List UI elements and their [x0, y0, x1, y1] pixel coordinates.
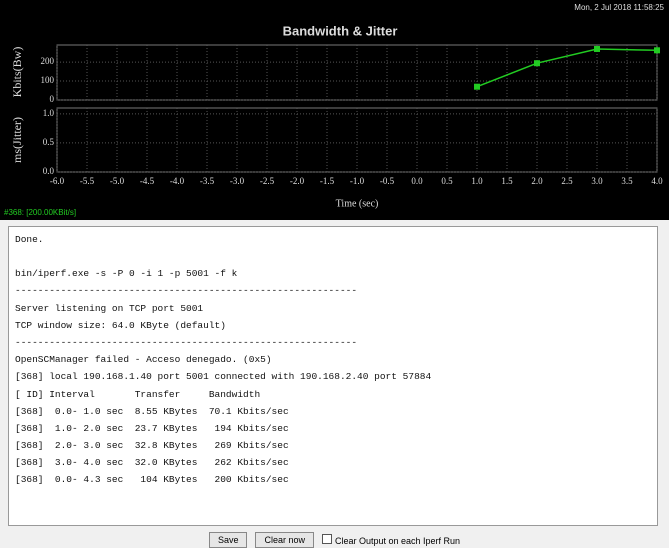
x-tick-label: -1.5 [320, 176, 335, 186]
console-line: OpenSCManager failed - Acceso denegado. … [15, 354, 272, 366]
checkbox-box[interactable] [321, 534, 332, 544]
console-line: Done. [15, 234, 44, 245]
console-line: [368] local 190.168.1.40 port 5001 conne… [15, 371, 432, 383]
clear-checkbox[interactable]: Clear Output on each Iperf Run [321, 534, 461, 546]
x-tick-label: 3.5 [621, 176, 633, 186]
x-tick-label: 0.0 [411, 176, 423, 186]
legend-entry: #368: [200.00KBit/s] [4, 208, 76, 217]
controls: Save Clear now Clear Output on each Iper… [0, 532, 669, 548]
console-line: [368] 2.0- 3.0 sec 32.8 KBytes 269 Kbits… [15, 440, 289, 452]
data-point [474, 83, 480, 90]
data-point [594, 45, 600, 52]
timestamp: Mon, 2 Jul 2018 11:58:25 [574, 3, 664, 12]
x-tick-label: -1.0 [350, 176, 365, 186]
console-line: [368] 3.0- 4.0 sec 32.0 KBytes 262 Kbits… [15, 457, 289, 469]
x-tick-label: 2.5 [561, 176, 573, 186]
console-line: [368] 1.0- 2.0 sec 23.7 KBytes 194 Kbits… [15, 422, 289, 434]
console-line: TCP window size: 64.0 KByte (default) [15, 319, 226, 331]
console-line: [ ID] Interval Transfer Bandwidth [15, 388, 261, 400]
x-tick-label: 1.5 [501, 176, 513, 186]
x-tick-label: 3.0 [591, 176, 603, 186]
x-tick-label: -6.0 [50, 176, 65, 186]
x-tick-label: -5.0 [110, 176, 125, 186]
console-line: ----------------------------------------… [15, 336, 358, 348]
y-axis-label: ms(Jitter) [10, 117, 24, 163]
y-axis-label: Kbits(Bw) [10, 47, 24, 98]
x-axis-label: Time (sec) [336, 198, 379, 209]
checkbox-label: Clear Output on each Iperf Run [334, 536, 461, 546]
series-line [476, 48, 658, 88]
chart-panel: Mon, 2 Jul 2018 11:58:25 Bandwidth & Jit… [0, 0, 669, 220]
x-tick-label: -4.0 [170, 176, 185, 186]
y-tick-label: 1.0 [43, 108, 55, 118]
console-line: Server listening on TCP port 5001 [15, 302, 204, 314]
x-tick-label: 4.0 [651, 176, 663, 186]
y-tick-label: 100 [41, 75, 55, 85]
x-tick-label: -2.5 [260, 176, 275, 186]
x-tick-label: -3.5 [200, 176, 215, 186]
x-tick-label: 0.5 [441, 176, 453, 186]
console-line: ----------------------------------------… [15, 285, 358, 297]
data-point [534, 60, 540, 67]
x-tick-label: 2.0 [531, 176, 543, 186]
x-tick-label: -3.0 [230, 176, 245, 186]
chart-title: Bandwidth & Jitter [283, 23, 398, 38]
y-tick-label: 0 [50, 94, 55, 104]
save-button[interactable]: Save [208, 532, 248, 548]
console-line: [368] 0.0- 4.3 sec 104 KBytes 200 Kbits/… [15, 474, 289, 486]
y-tick-label: 0.5 [43, 137, 55, 147]
x-tick-label: -4.5 [140, 176, 155, 186]
console-line: [368] 0.0- 1.0 sec 8.55 KBytes 70.1 Kbit… [15, 405, 289, 417]
x-tick-label: 1.0 [471, 176, 483, 186]
y-tick-label: 0.0 [43, 166, 55, 176]
x-tick-label: -5.5 [80, 176, 95, 186]
x-tick-label: -0.5 [380, 176, 395, 186]
chart-background [0, 0, 669, 220]
x-tick-label: -2.0 [290, 176, 305, 186]
console-output: Done. bin/iperf.exe -s -P 0 -i 1 -p 5001 … [8, 226, 658, 526]
y-tick-label: 200 [41, 56, 55, 66]
console-line: bin/iperf.exe -s -P 0 -i 1 -p 5001 -f k [15, 268, 238, 280]
data-point [654, 47, 660, 54]
